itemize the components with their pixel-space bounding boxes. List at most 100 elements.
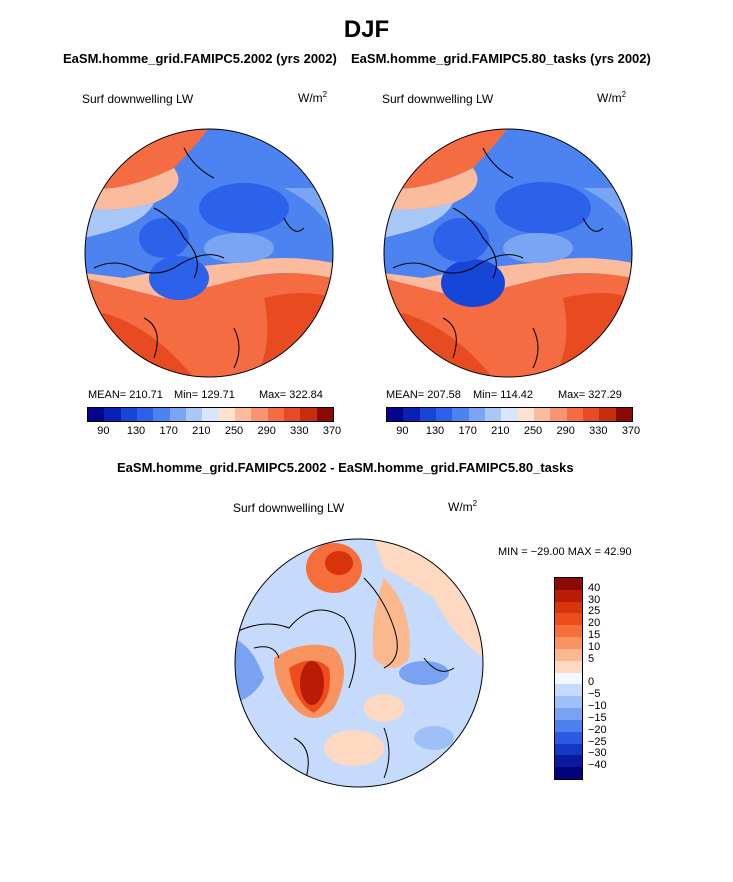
- panel-1-polar-map: [84, 128, 334, 378]
- colorbar-segment: [582, 408, 600, 421]
- colorbar-segment: [169, 408, 186, 421]
- page-title: DJF: [343, 16, 390, 43]
- panel-1-units: W/m2: [298, 90, 328, 105]
- colorbar-tick-label: 370: [621, 425, 641, 437]
- colorbar-segment: [185, 408, 203, 421]
- colorbar-segment: [267, 408, 284, 421]
- colorbar-segment: [300, 408, 317, 421]
- colorbar-segment: [316, 408, 333, 421]
- panel-2-case-title: EaSM.homme_grid.FAMIPC5.80_tasks (yrs 20…: [351, 51, 651, 66]
- colorbar-segment: [555, 648, 582, 661]
- colorbar-segment: [468, 408, 485, 421]
- colorbar-tick-label: −40: [588, 759, 607, 772]
- diff-polar-map: [234, 538, 484, 788]
- colorbar-segment: [555, 589, 582, 602]
- colorbar-tick-label: −5: [588, 688, 601, 701]
- colorbar-tick-label: 290: [556, 425, 575, 437]
- colorbar-tick-label: −20: [588, 723, 607, 736]
- colorbar-segment: [555, 578, 582, 590]
- colorbar-tick-label: 210: [491, 425, 510, 437]
- colorbar-segment: [251, 408, 268, 421]
- colorbar-tick-label: 130: [425, 425, 445, 437]
- panel-2-max: Max= 327.29: [558, 389, 622, 401]
- colorbar-tick-label: 290: [257, 425, 276, 437]
- colorbar-segment: [88, 408, 105, 421]
- diff-colorbar: [554, 577, 583, 780]
- diff-case-title: EaSM.homme_grid.FAMIPC5.2002 - EaSM.homm…: [117, 460, 574, 475]
- colorbar-tick-label: 210: [192, 425, 211, 437]
- colorbar-segment: [555, 625, 582, 638]
- colorbar-tick-label: −15: [588, 711, 607, 724]
- colorbar-tick-label: 25: [588, 605, 601, 618]
- colorbar-segment: [153, 408, 170, 421]
- colorbar-segment: [555, 637, 582, 649]
- colorbar-tick-label: −25: [588, 735, 607, 748]
- colorbar-segment: [555, 660, 582, 673]
- diff-units: W/m2: [448, 499, 478, 514]
- colorbar-segment: [555, 708, 582, 720]
- colorbar-tick-label: 20: [588, 617, 601, 630]
- colorbar-segment: [555, 684, 582, 697]
- panel-2-units: W/m2: [597, 90, 627, 105]
- colorbar-segment: [555, 767, 582, 780]
- colorbar-segment: [555, 755, 582, 768]
- colorbar-segment: [555, 672, 582, 685]
- colorbar-tick-label: 250: [224, 425, 244, 437]
- colorbar-tick-label: 30: [588, 593, 601, 606]
- colorbar-segment: [484, 408, 502, 421]
- colorbar-tick-label: 170: [458, 425, 477, 437]
- panel-1-case-title: EaSM.homme_grid.FAMIPC5.2002 (yrs 2002): [63, 51, 337, 66]
- colorbar-segment: [104, 408, 121, 421]
- panel-2-min: Min= 114.42: [473, 389, 534, 401]
- panel-1-variable-label: Surf downwelling LW: [82, 92, 194, 106]
- colorbar-segment: [136, 408, 154, 421]
- colorbar-segment: [283, 408, 301, 421]
- colorbar-tick-label: 15: [588, 629, 601, 642]
- colorbar-segment: [533, 408, 551, 421]
- colorbar-segment: [555, 731, 582, 744]
- colorbar-segment: [202, 408, 219, 421]
- panel-2-polar-map: [383, 128, 633, 378]
- panel-1-mean: MEAN= 210.71: [88, 389, 163, 401]
- colorbar-segment: [555, 743, 582, 756]
- colorbar-tick-label: 250: [523, 425, 543, 437]
- colorbar-tick-label: 330: [290, 425, 309, 437]
- panel-2-colorbar: [386, 407, 633, 422]
- diff-minmax: MIN = −29.00 MAX = 42.90: [498, 546, 632, 558]
- colorbar-tick-label: −30: [588, 747, 607, 760]
- colorbar-segment: [120, 408, 137, 421]
- diff-variable-label: Surf downwelling LW: [233, 501, 345, 515]
- colorbar-tick-label: 330: [589, 425, 608, 437]
- colorbar-segment: [615, 408, 632, 421]
- colorbar-segment: [599, 408, 616, 421]
- colorbar-segment: [419, 408, 436, 421]
- colorbar-tick-label: −10: [588, 700, 607, 713]
- panel-1-min: Min= 129.71: [174, 389, 235, 401]
- colorbar-segment: [517, 408, 534, 421]
- colorbar-segment: [435, 408, 453, 421]
- colorbar-segment: [218, 408, 235, 421]
- panel-1-max: Max= 322.84: [259, 389, 323, 401]
- colorbar-tick-label: 0: [588, 676, 595, 689]
- colorbar-segment: [550, 408, 567, 421]
- colorbar-segment: [566, 408, 583, 421]
- colorbar-segment: [555, 601, 582, 614]
- colorbar-tick-label: 40: [588, 581, 601, 594]
- colorbar-tick-label: 90: [396, 425, 409, 437]
- panel-2-variable-label: Surf downwelling LW: [382, 92, 494, 106]
- colorbar-tick-label: 5: [588, 652, 595, 665]
- colorbar-segment: [501, 408, 518, 421]
- colorbar-segment: [555, 719, 582, 732]
- panel-2-mean: MEAN= 207.58: [386, 389, 461, 401]
- colorbar-tick-label: 130: [126, 425, 146, 437]
- colorbar-tick-label: 90: [97, 425, 110, 437]
- colorbar-tick-label: 10: [588, 640, 601, 653]
- colorbar-segment: [403, 408, 420, 421]
- colorbar-segment: [387, 408, 404, 421]
- colorbar-segment: [555, 613, 582, 626]
- panel-1-colorbar: [87, 407, 334, 422]
- colorbar-tick-label: 170: [159, 425, 178, 437]
- colorbar-tick-label: 370: [322, 425, 342, 437]
- colorbar-segment: [555, 696, 582, 709]
- colorbar-segment: [452, 408, 469, 421]
